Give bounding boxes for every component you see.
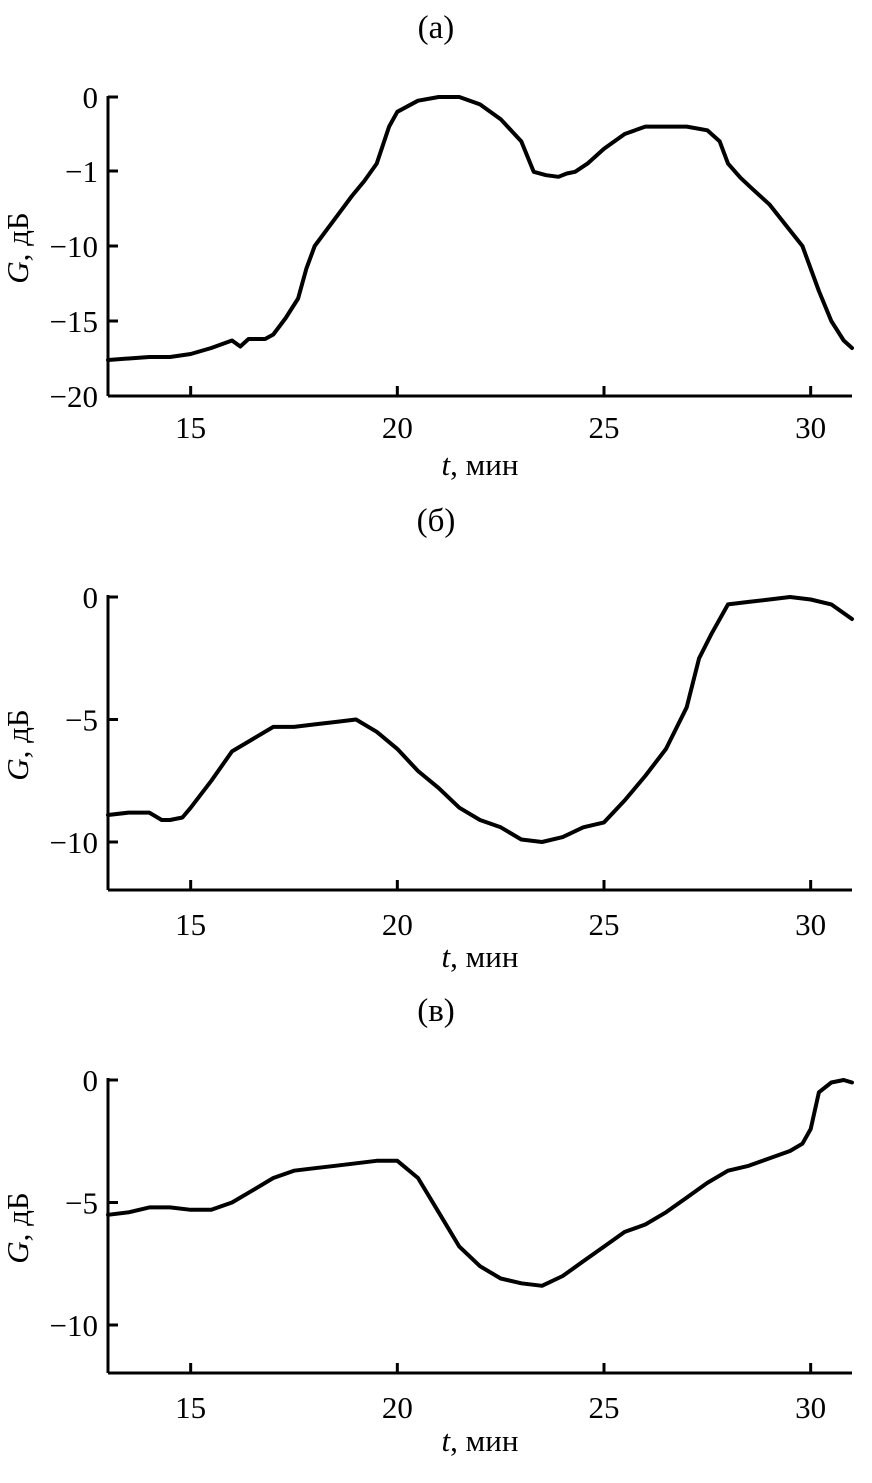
x-axis-label: t, мин xyxy=(442,1423,519,1458)
x-tick-label: 30 xyxy=(795,410,826,445)
panel-2: (б) 0 −5 −10 15 20 25 30 t, мин G, дБ xyxy=(0,503,854,974)
y-tick-label: 0 xyxy=(83,80,99,115)
x-tick-label: 30 xyxy=(795,1390,826,1425)
y-axis-variable: G xyxy=(0,758,35,780)
x-axis-unit: , мин xyxy=(450,1423,518,1458)
x-axis-variable: t xyxy=(442,1423,452,1458)
y-axis-label: G, дБ xyxy=(0,212,35,283)
x-axis-variable: t xyxy=(442,447,452,482)
y-tick-label: −10 xyxy=(50,229,98,264)
x-tick-label: 25 xyxy=(589,907,620,942)
series-line xyxy=(106,595,854,844)
x-axis-label: t, мин xyxy=(442,447,519,482)
x-tick-label: 20 xyxy=(382,907,413,942)
y-axis-label: G, дБ xyxy=(0,709,35,780)
x-tick-label: 20 xyxy=(382,1390,413,1425)
panel-3: (в) 0 −5 −10 15 20 25 30 t, мин G, дБ xyxy=(0,993,854,1458)
x-axis-label: t, мин xyxy=(442,939,519,974)
y-tick-label: −5 xyxy=(65,1186,98,1221)
y-axis-unit: , дБ xyxy=(0,212,35,261)
series-line xyxy=(106,1078,854,1288)
x-axis-variable: t xyxy=(442,939,452,974)
panel-1: (a) 0 −1 −10 −15 −20 15 20 25 30 t, мин G, дБ xyxy=(0,10,854,482)
panel-title: (a) xyxy=(418,10,455,46)
y-axis-unit: , дБ xyxy=(0,1192,35,1241)
x-tick-label: 15 xyxy=(175,907,206,942)
series-line xyxy=(106,95,854,362)
y-axis-variable: G xyxy=(0,1241,35,1263)
y-tick-label: −1 xyxy=(65,154,98,189)
y-axis-unit: , дБ xyxy=(0,709,35,758)
y-tick-label: −10 xyxy=(50,825,98,860)
y-tick-label: −20 xyxy=(50,379,98,414)
x-tick-label: 30 xyxy=(795,907,826,942)
y-tick-label: 0 xyxy=(83,1063,99,1098)
x-axis-unit: , мин xyxy=(450,939,518,974)
x-tick-label: 20 xyxy=(382,410,413,445)
panel-title: (в) xyxy=(417,993,455,1029)
x-tick-label: 25 xyxy=(589,1390,620,1425)
y-tick-label: −5 xyxy=(65,703,98,738)
y-tick-label: −15 xyxy=(50,304,98,339)
y-tick-label: 0 xyxy=(83,580,99,615)
y-tick-label: −10 xyxy=(50,1308,98,1343)
y-axis-variable: G xyxy=(0,261,35,283)
x-tick-label: 15 xyxy=(175,410,206,445)
x-tick-label: 15 xyxy=(175,1390,206,1425)
y-axis-label: G, дБ xyxy=(0,1192,35,1263)
x-tick-label: 25 xyxy=(589,410,620,445)
x-axis-unit: , мин xyxy=(450,447,518,482)
panel-title: (б) xyxy=(417,503,456,539)
